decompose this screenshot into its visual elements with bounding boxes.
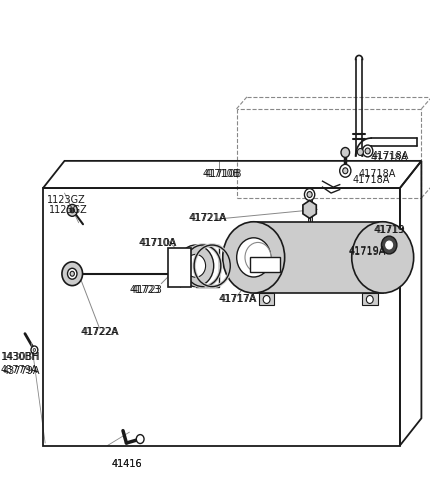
Circle shape [68, 268, 77, 279]
Circle shape [343, 168, 348, 174]
Circle shape [304, 189, 315, 200]
Text: 41717A: 41717A [218, 295, 256, 304]
Circle shape [70, 271, 74, 276]
Circle shape [340, 164, 351, 177]
Circle shape [366, 296, 373, 303]
Text: 41710A: 41710A [138, 238, 176, 248]
Text: 41710A: 41710A [140, 238, 177, 248]
Circle shape [386, 241, 393, 249]
Text: 41718A: 41718A [359, 169, 396, 179]
Circle shape [178, 245, 214, 287]
Text: 41722A: 41722A [81, 327, 119, 337]
Text: 1123GZ: 1123GZ [47, 195, 86, 205]
Text: 41717A: 41717A [219, 295, 257, 304]
Text: 41710B: 41710B [203, 169, 240, 179]
Bar [43, 188, 400, 446]
Text: 41719A: 41719A [348, 248, 386, 257]
Text: 41718A: 41718A [372, 151, 409, 161]
Text: 41722A: 41722A [82, 327, 120, 337]
Circle shape [67, 204, 77, 216]
Circle shape [352, 222, 414, 293]
Circle shape [357, 148, 363, 155]
Text: 41719: 41719 [373, 225, 404, 235]
Bar [168, 248, 191, 287]
Circle shape [381, 236, 397, 254]
Bar [254, 222, 383, 293]
Circle shape [237, 238, 271, 277]
Circle shape [33, 348, 36, 351]
Bar [196, 245, 219, 287]
Text: 41718A: 41718A [353, 175, 390, 185]
Circle shape [341, 148, 350, 157]
Text: 41710B: 41710B [204, 169, 242, 179]
Circle shape [136, 435, 144, 444]
Circle shape [62, 262, 83, 286]
Text: 43779A: 43779A [2, 366, 40, 376]
Circle shape [31, 346, 38, 354]
Circle shape [307, 192, 312, 198]
Circle shape [223, 222, 285, 293]
Text: 41719: 41719 [374, 225, 405, 235]
Text: 1123GZ: 1123GZ [49, 205, 88, 215]
Bar [362, 293, 378, 305]
Text: 41721A: 41721A [189, 213, 227, 223]
Text: 41723: 41723 [131, 285, 162, 295]
Circle shape [186, 254, 206, 277]
Circle shape [263, 296, 270, 303]
Text: 41719A: 41719A [348, 247, 386, 256]
Text: 1430BH: 1430BH [1, 352, 40, 362]
Text: 41416: 41416 [111, 459, 142, 469]
Bar [250, 257, 280, 272]
Polygon shape [303, 200, 316, 218]
Text: 41718A: 41718A [371, 153, 408, 163]
Circle shape [365, 148, 370, 154]
Circle shape [245, 243, 271, 272]
Text: 41723: 41723 [130, 285, 161, 295]
Circle shape [70, 208, 74, 213]
Text: 41416: 41416 [111, 459, 142, 469]
Text: 1430BH: 1430BH [2, 352, 41, 362]
Circle shape [362, 145, 373, 157]
Text: 43779A: 43779A [1, 365, 38, 375]
Text: 41721A: 41721A [188, 213, 226, 223]
Bar [259, 293, 274, 305]
